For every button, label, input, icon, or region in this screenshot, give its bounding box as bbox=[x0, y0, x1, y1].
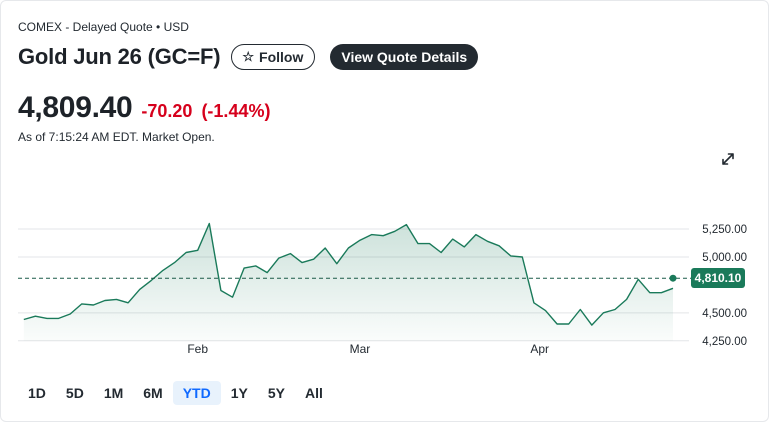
range-button-6m[interactable]: 6M bbox=[143, 385, 163, 401]
data-point bbox=[452, 238, 454, 240]
data-point bbox=[278, 257, 280, 259]
data-point bbox=[289, 252, 291, 254]
data-point bbox=[266, 271, 268, 273]
data-point bbox=[463, 246, 465, 248]
price-series-line bbox=[23, 222, 674, 326]
x-tick-label: Apr bbox=[530, 342, 549, 356]
data-point bbox=[231, 296, 233, 298]
range-button-5y[interactable]: 5Y bbox=[267, 385, 285, 401]
price-area-fill bbox=[23, 223, 674, 341]
data-point bbox=[510, 255, 512, 257]
y-tick-label: 4,250.00 bbox=[702, 336, 747, 348]
data-point bbox=[301, 261, 303, 263]
data-point bbox=[579, 308, 581, 310]
range-selector: 1D 5D 1M 6M YTD 1Y 5Y All bbox=[18, 381, 333, 405]
star-icon: ☆ bbox=[242, 49, 255, 64]
data-point bbox=[475, 233, 477, 235]
price-change: -70.20 bbox=[141, 101, 193, 121]
data-point bbox=[533, 302, 535, 304]
data-point bbox=[625, 298, 627, 300]
data-point bbox=[255, 265, 257, 267]
range-button-1d[interactable]: 1D bbox=[28, 385, 46, 401]
data-point bbox=[486, 240, 488, 242]
data-point bbox=[614, 308, 616, 310]
data-point bbox=[556, 323, 558, 325]
data-point bbox=[660, 292, 662, 294]
data-point bbox=[150, 279, 152, 281]
data-point bbox=[440, 251, 442, 253]
page-title: Gold Jun 26 (GC=F) bbox=[18, 44, 221, 69]
y-tick-label: 4,500.00 bbox=[702, 308, 747, 320]
data-point bbox=[220, 289, 222, 291]
data-point bbox=[69, 313, 71, 315]
data-point bbox=[405, 223, 407, 225]
data-point bbox=[162, 269, 164, 271]
data-point bbox=[208, 222, 210, 224]
price-chart-svg: 5,250.00 5,000.00 4,500.00 4,250.00 Feb Mar Ap… bbox=[18, 222, 747, 356]
data-point bbox=[34, 315, 36, 317]
data-point bbox=[521, 256, 523, 258]
exchange-line: COMEX - Delayed Quote • USD bbox=[18, 20, 189, 34]
data-point bbox=[544, 309, 546, 311]
y-tick-label: 5,000.00 bbox=[702, 252, 747, 264]
price-chart[interactable]: 5,250.00 5,000.00 4,500.00 4,250.00 Feb Mar Ap… bbox=[1, 171, 769, 371]
title-row: Gold Jun 26 (GC=F) ☆ Follow View Quote D… bbox=[18, 43, 479, 71]
last-value-tag: 4,810.10 bbox=[691, 268, 745, 289]
data-point bbox=[324, 247, 326, 249]
data-point bbox=[417, 242, 419, 244]
expand-icon[interactable] bbox=[720, 151, 736, 167]
data-point bbox=[359, 239, 361, 241]
as-of-timestamp: As of 7:15:24 AM EDT. Market Open. bbox=[18, 130, 215, 144]
data-point bbox=[347, 247, 349, 249]
data-point bbox=[382, 235, 384, 237]
range-button-ytd[interactable]: YTD bbox=[172, 381, 221, 405]
data-point bbox=[428, 242, 430, 244]
follow-label: Follow bbox=[259, 49, 304, 65]
data-point bbox=[602, 312, 604, 314]
view-quote-details-button[interactable]: View Quote Details bbox=[330, 44, 479, 70]
price-row: 4,809.40 -70.20 (-1.44%) bbox=[18, 91, 270, 125]
last-point-marker bbox=[669, 274, 677, 282]
data-point bbox=[498, 245, 500, 247]
data-point bbox=[127, 302, 129, 304]
range-button-1y[interactable]: 1Y bbox=[230, 385, 248, 401]
range-button-all[interactable]: All bbox=[304, 385, 323, 401]
data-point bbox=[81, 303, 83, 305]
data-point bbox=[139, 288, 141, 290]
data-point bbox=[672, 287, 674, 289]
data-point bbox=[46, 317, 48, 319]
data-point bbox=[197, 249, 199, 251]
y-tick-label: 5,250.00 bbox=[702, 224, 747, 236]
data-point bbox=[568, 323, 570, 325]
data-point bbox=[104, 299, 106, 301]
data-point bbox=[312, 258, 314, 260]
x-tick-label: Feb bbox=[187, 342, 208, 356]
data-point bbox=[336, 263, 338, 265]
data-point bbox=[23, 318, 25, 320]
data-point bbox=[370, 233, 372, 235]
x-tick-label: Mar bbox=[350, 342, 371, 356]
data-point bbox=[57, 317, 59, 319]
price-change-percent: (-1.44%) bbox=[201, 101, 271, 121]
range-button-5d[interactable]: 5D bbox=[65, 385, 84, 401]
data-point bbox=[591, 324, 593, 326]
price-value: 4,809.40 bbox=[18, 91, 133, 124]
data-point bbox=[394, 230, 396, 232]
follow-button[interactable]: ☆ Follow bbox=[231, 44, 316, 70]
range-button-1m[interactable]: 1M bbox=[103, 385, 124, 401]
data-point bbox=[173, 261, 175, 263]
data-point bbox=[92, 304, 94, 306]
data-point bbox=[243, 267, 245, 269]
data-point bbox=[185, 251, 187, 253]
data-point bbox=[649, 292, 651, 294]
data-point bbox=[115, 298, 117, 300]
